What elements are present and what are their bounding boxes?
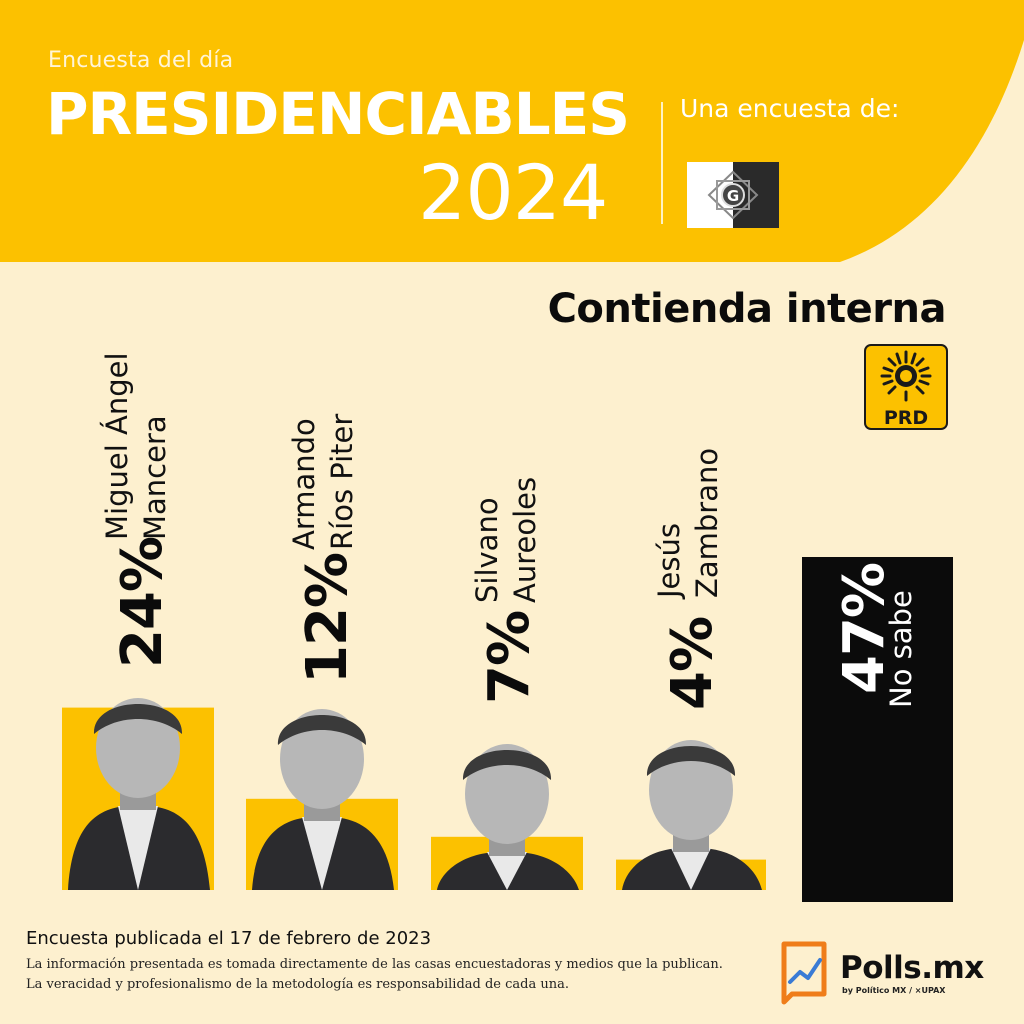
candidate-name-zambrano: Jesús Zambrano [652,447,724,598]
disclaimer-line-2: La veracidad y profesionalismo de la met… [26,977,569,992]
kicker-text: Encuesta del día [48,48,234,73]
header-divider [661,102,663,224]
brand-subline: by Político MX / ⨯UPAX [842,986,946,995]
candidate-photo-zambrano [622,740,762,890]
candidate-photo-mancera [68,698,210,890]
brand-name: Polls.mx [840,950,984,986]
no-sabe-label: No sabe [884,590,918,708]
publication-date: Encuesta publicada el 17 de febrero de 2… [26,928,432,949]
disclaimer-line-1: La información presentada es tomada dire… [26,957,723,972]
g-emblem-icon: G [687,162,779,228]
bar-label-mancera: 24% [110,536,175,668]
chart-subtitle: Contienda interna [547,286,947,332]
bar-no-sabe [802,557,953,902]
pollster-label: Una encuesta de: [680,94,900,123]
bar-label-zambrano: 4% [660,616,725,710]
candidate-name-mancera: Miguel Ángel Mancera [100,352,172,540]
prd-sun-logo: PRD [864,344,948,430]
svg-text:G: G [727,187,739,205]
title-year: 2024 [418,148,608,237]
page-title: PRESIDENCIABLES [46,80,630,148]
polls-mx-logo-icon [781,941,827,1005]
candidate-name-aureoles: Silvano Aureoles [470,476,542,603]
candidate-photo-aureoles [437,744,579,890]
bar-label-rios-piter: 12% [295,552,360,684]
candidate-photo-rios-piter [252,709,394,890]
svg-text:PRD: PRD [884,407,928,429]
bar-label-aureoles: 7% [477,610,542,704]
candidate-name-rios-piter: Armando Ríos Piter [287,413,359,550]
